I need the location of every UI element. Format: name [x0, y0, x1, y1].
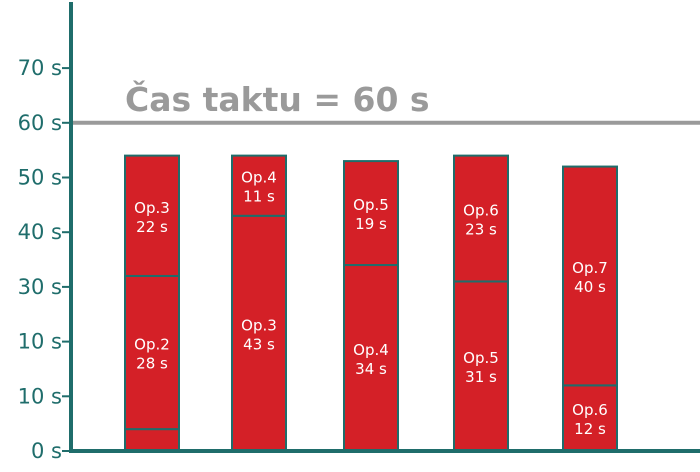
bar-segment	[343, 160, 399, 267]
bar-stack: Op.343 s Op.411 s	[231, 154, 287, 452]
segment-operation-label: Op.7	[572, 259, 608, 277]
bar-segment	[562, 384, 618, 452]
segment-operation-label: Op.3	[134, 199, 170, 217]
y-tick-label: 30 s	[18, 275, 62, 299]
segment-duration-label: 40 s	[574, 278, 606, 296]
segment-duration-label: 31 s	[465, 368, 497, 386]
bar-stack: Op.531 s Op.623 s	[453, 154, 509, 452]
y-tick-label: 0 s	[31, 439, 62, 463]
bar-stacks: Op.228 sOp.322 sOp.343 sOp.411 sOp.434 s…	[124, 154, 618, 452]
y-tick-label: 50 s	[18, 166, 62, 190]
y-tick-label: 60 s	[18, 111, 62, 135]
segment-duration-label: 22 s	[136, 218, 168, 236]
bar-stack: Op.228 s Op.322 s	[124, 154, 180, 452]
segment-duration-label: 34 s	[355, 360, 387, 378]
segment-duration-label: 23 s	[465, 221, 497, 239]
segment-duration-label: 28 s	[136, 355, 168, 373]
bar-segment	[453, 154, 509, 283]
reference-line-label: Čas taktu = 60 s	[125, 79, 430, 119]
y-axis-ticks: 0 s 10 s 10 s 30 s 40 s 50 s 60 s 70 s	[18, 56, 71, 463]
segment-duration-label: 43 s	[243, 335, 275, 353]
bar-stack: Op.612 s Op.740 s	[562, 165, 618, 452]
bar-segment	[231, 154, 287, 217]
segment-duration-label: 11 s	[243, 188, 275, 206]
segment-operation-label: Op.4	[241, 169, 277, 187]
segment-operation-label: Op.5	[353, 196, 389, 214]
y-tick-label: 70 s	[18, 56, 62, 80]
axes	[69, 2, 700, 453]
bar-segment	[124, 274, 180, 431]
y-tick-label: 10 s	[18, 384, 62, 408]
segment-operation-label: Op.6	[463, 202, 499, 220]
bar-segment	[124, 428, 180, 452]
segment-duration-label: 19 s	[355, 215, 387, 233]
bar-segment	[124, 154, 180, 277]
y-tick-label: 40 s	[18, 220, 62, 244]
segment-operation-label: Op.3	[241, 316, 277, 334]
reference-line-group: Čas taktu = 60 s	[71, 79, 700, 125]
segment-operation-label: Op.4	[353, 341, 389, 359]
y-tick-label: 10 s	[18, 330, 62, 354]
segment-operation-label: Op.6	[572, 401, 608, 419]
segment-operation-label: Op.2	[134, 336, 170, 354]
segment-operation-label: Op.5	[463, 349, 499, 367]
bar-segment	[343, 264, 399, 452]
bar-segment	[453, 280, 509, 452]
segment-duration-label: 12 s	[574, 420, 606, 438]
bar-stack: Op.434 s Op.519 s	[343, 160, 399, 452]
bar-segment	[562, 165, 618, 387]
